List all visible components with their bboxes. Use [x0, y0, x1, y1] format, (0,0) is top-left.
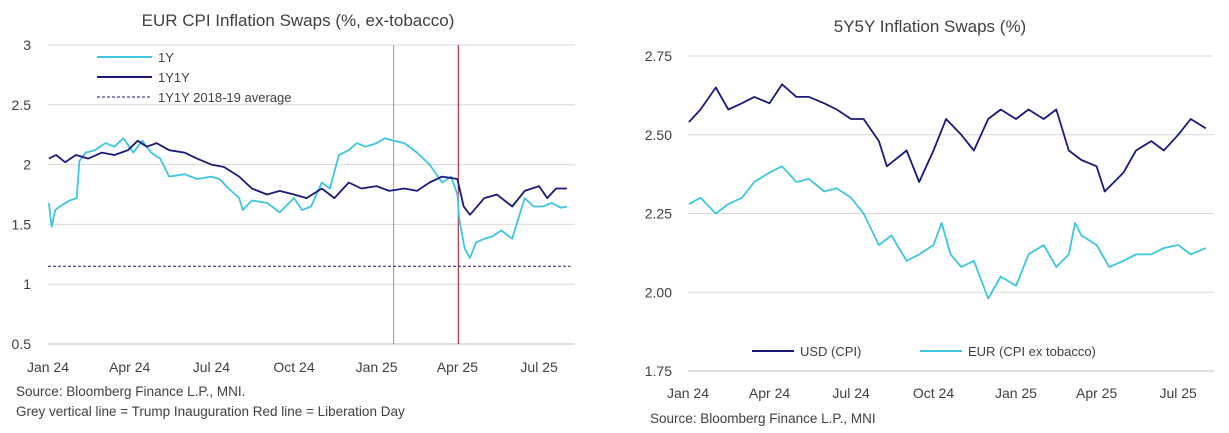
y-tick-label-1-75: 1.75 — [645, 363, 672, 379]
x-tick-label-jul-24: Jul 24 — [832, 385, 870, 401]
y-tick-label-2-5: 2.5 — [12, 97, 32, 113]
y-tick-label-2-50: 2.50 — [645, 127, 672, 143]
y-tick-label-0-5: 0.5 — [12, 336, 32, 352]
right-source-note: Source: Bloomberg Finance L.P., MNI — [650, 411, 876, 426]
y-tick-label-2-75: 2.75 — [645, 48, 672, 64]
legend-label-eur-cpi-ex-tobacco: EUR (CPI ex tobacco) — [968, 344, 1096, 359]
series-line-usd-cpi — [688, 83, 1207, 193]
series-line-1y1y — [48, 139, 567, 216]
x-tick-label-oct-24: Oct 24 — [913, 385, 954, 401]
series-line-eur-cpi-ex-tobacco — [688, 165, 1207, 300]
x-tick-label-jul-24: Jul 24 — [193, 359, 231, 375]
y-tick-label-2-25: 2.25 — [645, 206, 672, 222]
x-tick-label-jul-25: Jul 25 — [1159, 385, 1197, 401]
y-tick-label-1-5: 1.5 — [12, 216, 32, 232]
x-tick-label-apr-24: Apr 24 — [109, 359, 150, 375]
x-tick-label-jan-24: Jan 24 — [667, 385, 709, 401]
x-tick-label-apr-25: Apr 25 — [437, 359, 478, 375]
eur-cpi-inflation-swaps-chart: EUR CPI Inflation Swaps (%, ex-tobacco) 3… — [12, 11, 575, 375]
y-tick-label-2-00: 2.00 — [645, 284, 672, 300]
x-tick-label-jan-24: Jan 24 — [27, 359, 69, 375]
x-tick-label-jul-25: Jul 25 — [520, 359, 558, 375]
legend-label-1y: 1Y — [158, 50, 174, 65]
chart-title: 5Y5Y Inflation Swaps (%) — [834, 17, 1026, 36]
x-tick-label-oct-24: Oct 24 — [273, 359, 314, 375]
series-line-1y — [48, 137, 568, 259]
5y5y-inflation-swaps-chart: 5Y5Y Inflation Swaps (%) 2.75 2.50 2.25 2.00… — [645, 17, 1214, 401]
y-tick-label-2: 2 — [23, 157, 31, 173]
x-tick-label-apr-25: Apr 25 — [1076, 385, 1117, 401]
x-tick-label-apr-24: Apr 24 — [749, 385, 790, 401]
legend-label-1y1y: 1Y1Y — [158, 70, 190, 85]
left-line-legend-note: Grey vertical line = Trump Inauguration … — [16, 404, 405, 419]
y-tick-label-1: 1 — [23, 276, 31, 292]
y-tick-label-3: 3 — [23, 37, 31, 53]
chart-title: EUR CPI Inflation Swaps (%, ex-tobacco) — [142, 11, 455, 30]
left-source-note: Source: Bloomberg Finance L.P., MNI. — [16, 384, 246, 399]
x-tick-label-jan-25: Jan 25 — [995, 385, 1037, 401]
legend-label-usd-cpi: USD (CPI) — [800, 344, 861, 359]
legend-label-1y1y-2018-19-average: 1Y1Y 2018-19 average — [158, 90, 291, 105]
x-tick-label-jan-25: Jan 25 — [356, 359, 398, 375]
